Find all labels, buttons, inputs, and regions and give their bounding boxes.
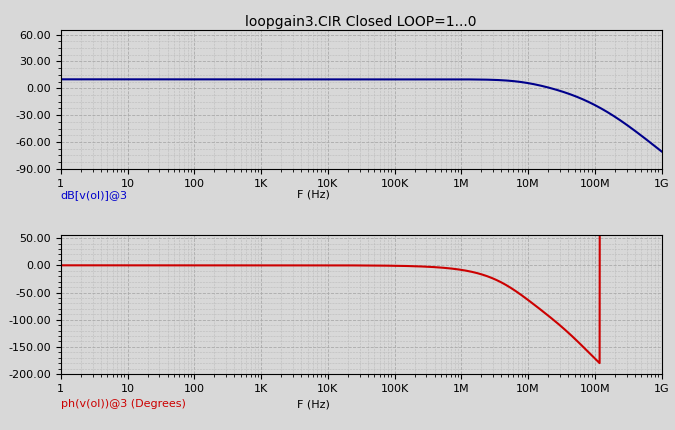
- Text: F (Hz): F (Hz): [296, 190, 329, 200]
- Text: ph(v(ol))@3 (Degrees): ph(v(ol))@3 (Degrees): [61, 399, 186, 409]
- Text: F (Hz): F (Hz): [296, 399, 329, 409]
- Text: dB[v(ol)]@3: dB[v(ol)]@3: [61, 190, 128, 200]
- Title: loopgain3.CIR Closed LOOP=1...0: loopgain3.CIR Closed LOOP=1...0: [246, 15, 477, 29]
